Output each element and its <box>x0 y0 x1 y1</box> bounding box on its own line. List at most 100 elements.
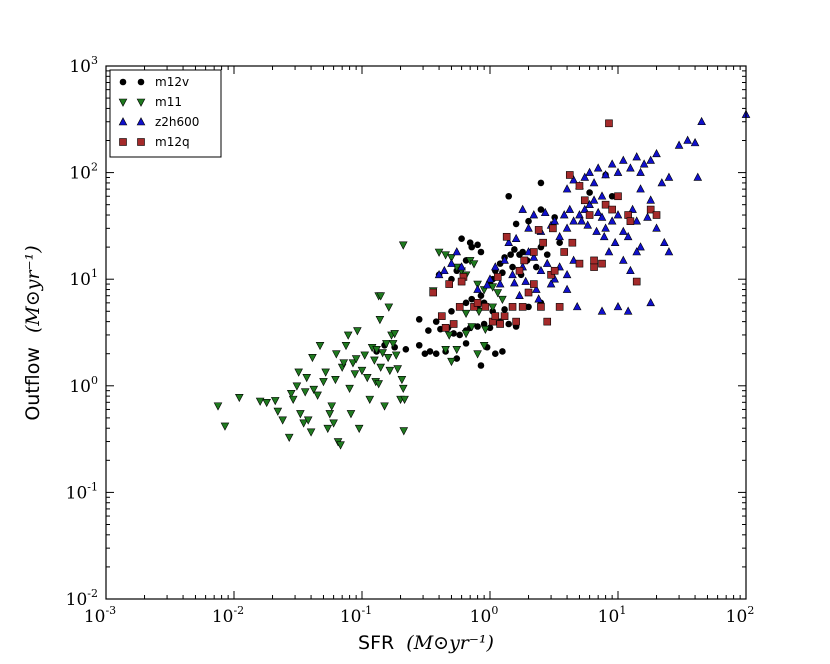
data-point-m11 <box>390 330 399 339</box>
data-point-m12q <box>515 266 524 275</box>
data-point-z2h600 <box>619 226 628 235</box>
data-point-m11 <box>461 309 471 319</box>
data-point-m12v <box>499 348 506 355</box>
data-point-z2h600 <box>452 247 462 256</box>
data-point-m11 <box>452 345 462 355</box>
x-axis-label: SFR (M⊙yr⁻¹) <box>358 632 494 654</box>
legend-item-m12q: m12q <box>119 135 190 149</box>
y-tick-label: 100 <box>69 374 98 397</box>
data-point-z2h600 <box>580 172 590 181</box>
data-point-m12v <box>480 320 488 328</box>
data-point-m12v <box>505 192 513 200</box>
data-point-m11 <box>479 341 489 351</box>
data-point-m12v <box>543 251 551 258</box>
data-point-m11 <box>461 330 471 339</box>
data-point-z2h600 <box>610 237 620 246</box>
data-point-m12v <box>525 303 532 311</box>
data-point-z2h600 <box>482 280 492 289</box>
data-point-m11 <box>319 378 328 387</box>
data-point-z2h600 <box>626 163 635 172</box>
data-point-z2h600 <box>683 135 692 144</box>
data-point-m12q <box>493 273 502 281</box>
data-point-m11 <box>294 368 303 377</box>
data-point-z2h600 <box>534 294 543 303</box>
data-point-m12q <box>646 205 655 214</box>
data-point-m11 <box>481 325 490 334</box>
data-point-z2h600 <box>562 184 572 193</box>
data-point-m12q <box>614 192 622 201</box>
tick-labels-layer: 10-3 10-2 10-1 100 101 10210-210-110010110210… <box>66 54 755 627</box>
series-m11 <box>213 241 507 450</box>
data-point-m11 <box>376 292 386 301</box>
data-point-m12q <box>455 303 464 311</box>
data-point-m12v <box>474 323 481 330</box>
legend-marker-z2h600 <box>136 117 146 126</box>
y-tick-exponent: -1 <box>87 480 98 493</box>
data-point-z2h600 <box>607 216 617 225</box>
data-point-m11 <box>493 289 503 298</box>
data-point-z2h600 <box>646 195 655 204</box>
data-point-m11 <box>262 399 271 408</box>
data-point-m11 <box>270 397 280 406</box>
data-point-z2h600 <box>664 172 674 181</box>
data-point-z2h600 <box>592 226 601 235</box>
data-point-z2h600 <box>440 265 449 275</box>
data-point-m11 <box>376 363 386 372</box>
legend-label-z2h600: z2h600 <box>155 115 199 129</box>
data-point-m12q <box>449 320 458 328</box>
data-point-m11 <box>372 345 381 355</box>
data-point-m12v <box>505 320 513 328</box>
data-point-m12v <box>608 192 616 200</box>
data-point-m11 <box>384 303 394 312</box>
data-point-z2h600 <box>524 223 533 232</box>
data-point-z2h600 <box>562 284 572 293</box>
data-point-m11 <box>323 424 333 434</box>
data-point-m11 <box>399 427 409 436</box>
data-point-m11 <box>363 374 372 383</box>
data-point-m11 <box>299 419 308 428</box>
data-point-z2h600 <box>555 231 564 241</box>
series-m12q <box>429 119 661 332</box>
data-point-m12v <box>477 248 485 256</box>
data-point-z2h600 <box>623 231 633 241</box>
data-point-m12v <box>425 327 432 334</box>
data-point-m12q <box>524 288 533 297</box>
data-point-z2h600 <box>636 184 645 193</box>
data-point-m11 <box>288 395 298 404</box>
data-point-m11 <box>375 316 385 325</box>
data-point-z2h600 <box>613 167 623 176</box>
data-point-z2h600 <box>599 231 609 241</box>
data-point-z2h600 <box>657 178 667 187</box>
data-point-z2h600 <box>434 269 444 279</box>
x-tick-label: 101 <box>598 604 627 627</box>
data-point-m11 <box>365 395 375 404</box>
data-point-m12q <box>626 217 635 226</box>
data-point-z2h600 <box>643 212 652 221</box>
data-point-z2h600 <box>652 223 661 232</box>
data-point-m11 <box>393 365 402 374</box>
data-point-m11 <box>360 351 370 360</box>
y-tick-exponent: 1 <box>91 267 98 280</box>
data-point-m11 <box>488 303 498 312</box>
data-point-z2h600 <box>664 247 674 256</box>
data-point-m12q <box>512 317 520 326</box>
data-point-z2h600 <box>565 204 575 213</box>
data-point-z2h600 <box>619 155 628 164</box>
legend-label-m12q: m12q <box>155 135 190 149</box>
data-point-m11 <box>357 366 367 376</box>
series-z2h600 <box>434 109 751 315</box>
data-point-m11 <box>351 355 361 364</box>
data-point-m12q <box>605 119 613 128</box>
data-point-m11 <box>382 340 391 349</box>
data-point-z2h600 <box>580 204 590 213</box>
y-tick-base: 10 <box>69 377 91 397</box>
data-point-z2h600 <box>569 216 578 225</box>
data-point-z2h600 <box>597 212 607 221</box>
x-tick-exponent: 0 <box>491 604 498 617</box>
data-point-z2h600 <box>529 252 539 261</box>
data-point-m12q <box>429 288 438 297</box>
data-point-m11 <box>313 391 322 400</box>
data-point-z2h600 <box>628 204 637 213</box>
data-point-m11 <box>286 390 296 399</box>
data-point-m11 <box>388 340 398 349</box>
